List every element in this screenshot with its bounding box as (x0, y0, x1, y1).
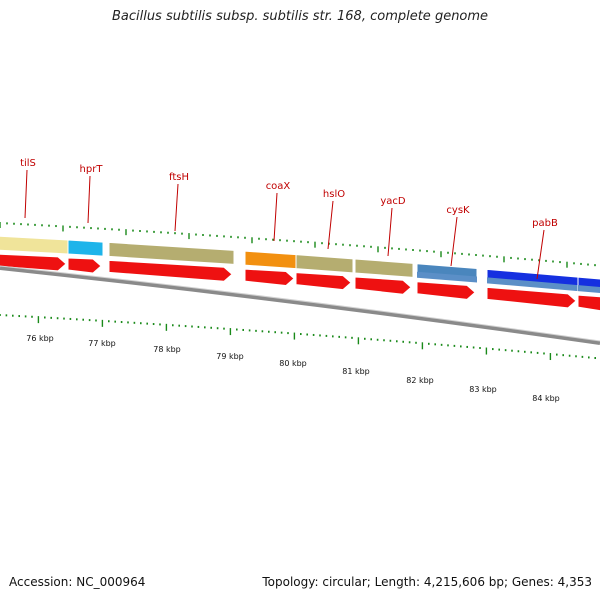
cds-arrow-hprT[interactable] (67, 257, 102, 274)
kbp-label: 78 kbp (153, 345, 181, 354)
genome-title: Bacillus subtilis subsp. subtilis str. 1… (111, 9, 489, 24)
kbp-label: 83 kbp (469, 385, 497, 394)
cds-arrow-cysK[interactable] (416, 281, 476, 300)
kbp-label: 76 kbp (26, 334, 54, 343)
gene-label-hslO[interactable]: hslO (323, 189, 345, 200)
gene-bar-shade (487, 277, 578, 292)
cds-arrow-yacD[interactable] (354, 276, 412, 295)
gene-label-hprT[interactable]: hprT (80, 164, 104, 175)
backbone-highlight (0, 265, 600, 342)
cds-arrows (0, 253, 600, 312)
gene-label-leader (387, 207, 393, 257)
cds-arrow-pabB[interactable] (486, 286, 577, 309)
gene-label-leader (24, 169, 28, 219)
cds-arrow-ftsH[interactable] (108, 259, 233, 282)
gene-bar-shade (417, 271, 477, 283)
kbp-labels: 76 kbp 77 kbp 78 kbp 79 kbp 80 kbp 81 kbp 82 k… (26, 334, 560, 403)
gene-label-cysK[interactable]: cysK (446, 205, 470, 216)
gene-label-leader (273, 192, 278, 242)
gene-label-coaX[interactable]: coaX (266, 181, 291, 192)
gene-bar-shade (578, 285, 600, 294)
feature-bars (0, 235, 600, 294)
kbp-label: 79 kbp (216, 352, 244, 361)
gene-label-leader (450, 216, 458, 267)
cds-arrow-continued[interactable] (577, 294, 600, 312)
gene-bar-ftsH[interactable] (108, 241, 235, 265)
gene-label-leader (174, 183, 179, 232)
genome-summary-text: Topology: circular; Length: 4,215,606 bp… (262, 575, 592, 589)
kbp-label: 82 kbp (406, 376, 434, 385)
gene-label-leader (87, 175, 91, 224)
gene-bar-hslO[interactable] (295, 254, 354, 274)
gene-bar-yacD[interactable] (354, 258, 414, 278)
gene-label-ftsH[interactable]: ftsH (169, 172, 189, 183)
gene-bar-coaX[interactable] (244, 250, 297, 270)
gene-bar-hprT[interactable] (67, 239, 104, 257)
gene-bar-tilS[interactable] (0, 235, 69, 255)
kbp-label: 84 kbp (532, 394, 560, 403)
kbp-label: 77 kbp (88, 339, 116, 348)
top-tick-marks (0, 222, 596, 268)
gene-label-leader (327, 200, 334, 250)
accession-text: Accession: NC_000964 (9, 575, 146, 589)
kbp-label: 81 kbp (342, 367, 370, 376)
bottom-tick-marks (0, 314, 597, 361)
gene-label-pabB[interactable]: pabB (532, 218, 558, 229)
kbp-label: 80 kbp (279, 359, 307, 368)
gene-label-yacD[interactable]: yacD (380, 196, 406, 207)
gene-label-tilS[interactable]: tilS (20, 158, 36, 169)
gene-label-leader (536, 229, 545, 280)
genome-backbone (0, 266, 600, 345)
gene-labels: tilS hprT ftsH coaX hslO yacD cysK pabB (20, 158, 558, 280)
cds-arrow-tilS[interactable] (0, 253, 67, 272)
cds-arrow-coaX[interactable] (244, 268, 295, 287)
cds-arrow-hslO[interactable] (295, 272, 352, 291)
